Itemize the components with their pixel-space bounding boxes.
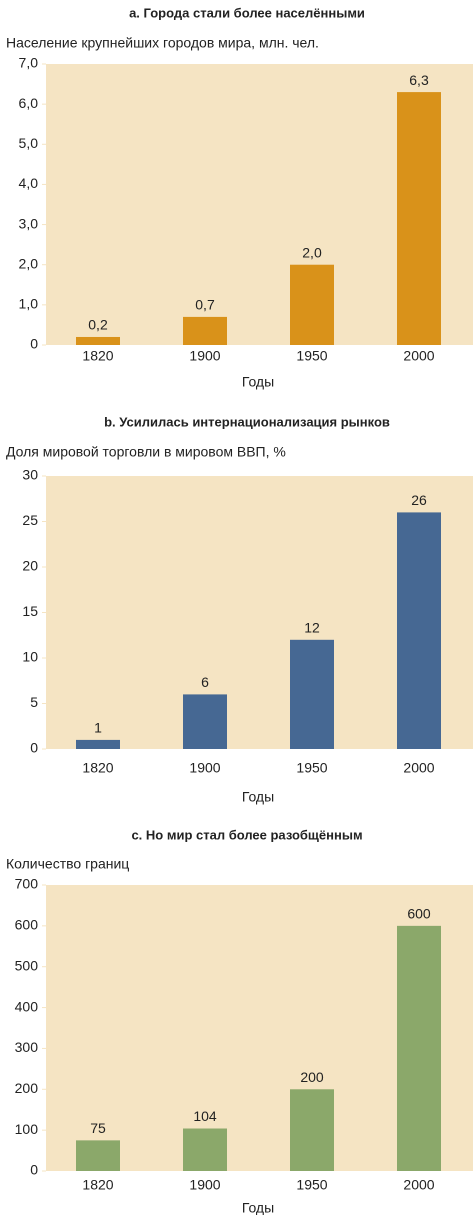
y-tick-label: 600 (15, 917, 39, 933)
x-tick-label: 1900 (189, 1177, 220, 1193)
x-tick-label: 1900 (189, 760, 220, 776)
x-tick-label: 2000 (403, 760, 434, 776)
data-label: 75 (90, 1120, 106, 1136)
bar (76, 1140, 120, 1171)
x-tick-label: 1820 (82, 348, 113, 364)
x-axis-label: Годы (242, 1200, 274, 1215)
data-label: 6,3 (409, 72, 429, 88)
data-label: 200 (300, 1069, 324, 1085)
data-label: 12 (304, 620, 320, 636)
chart-subtitle: Доля мировой торговли в мировом ВВП, % (6, 444, 286, 460)
y-tick-label: 1,0 (19, 296, 39, 312)
x-tick-label: 2000 (403, 348, 434, 364)
data-label: 104 (193, 1108, 217, 1124)
bar (290, 1089, 334, 1171)
chart-title: b. Усилилась интернационализация рынков (104, 414, 390, 429)
bar (290, 639, 334, 749)
y-tick-label: 20 (22, 558, 38, 574)
x-tick-label: 2000 (403, 1177, 434, 1193)
x-tick-label: 1820 (82, 1177, 113, 1193)
chart-title: a. Города стали более населёнными (129, 5, 365, 20)
x-axis-label: Годы (242, 789, 274, 805)
chart-title: c. Но мир стал более разобщённым (131, 827, 362, 842)
x-tick-label: 1950 (296, 760, 327, 776)
y-tick-label: 400 (15, 998, 39, 1014)
y-tick-label: 5,0 (19, 135, 39, 151)
y-tick-label: 15 (22, 603, 38, 619)
y-tick-label: 25 (22, 512, 38, 528)
y-tick-label: 7,0 (19, 55, 39, 71)
data-label: 6 (201, 674, 209, 690)
y-tick-label: 500 (15, 957, 39, 973)
data-label: 0,7 (195, 297, 215, 313)
chart-subtitle: Население крупнейших городов мира, млн. … (6, 35, 319, 51)
y-tick-label: 200 (15, 1080, 39, 1096)
y-tick-label: 30 (22, 467, 38, 483)
bar (290, 264, 334, 345)
y-tick-label: 0 (30, 336, 38, 352)
x-tick-label: 1820 (82, 760, 113, 776)
x-axis-label: Годы (242, 374, 274, 390)
x-tick-label: 1900 (189, 348, 220, 364)
y-tick-label: 0 (30, 1162, 38, 1178)
bar (397, 92, 441, 345)
bar (397, 925, 441, 1171)
x-tick-label: 1950 (296, 1177, 327, 1193)
y-tick-label: 6,0 (19, 95, 39, 111)
bar (183, 316, 227, 345)
data-label: 2,0 (302, 244, 322, 260)
data-label: 26 (411, 492, 427, 508)
y-tick-label: 2,0 (19, 255, 39, 271)
y-tick-label: 100 (15, 1121, 39, 1137)
y-tick-label: 3,0 (19, 215, 39, 231)
bar (76, 336, 120, 345)
data-label: 600 (407, 906, 431, 922)
data-label: 0,2 (88, 317, 108, 333)
bar (397, 512, 441, 749)
bar (183, 1128, 227, 1171)
y-tick-label: 4,0 (19, 175, 39, 191)
bar (76, 739, 120, 749)
x-tick-label: 1950 (296, 348, 327, 364)
y-tick-label: 10 (22, 649, 38, 665)
y-tick-label: 5 (30, 694, 38, 710)
chart-subtitle: Количество границ (6, 856, 129, 872)
bar (183, 694, 227, 749)
y-tick-label: 0 (30, 740, 38, 756)
data-label: 1 (94, 720, 102, 736)
y-tick-label: 300 (15, 1039, 39, 1055)
y-tick-label: 700 (15, 876, 39, 892)
